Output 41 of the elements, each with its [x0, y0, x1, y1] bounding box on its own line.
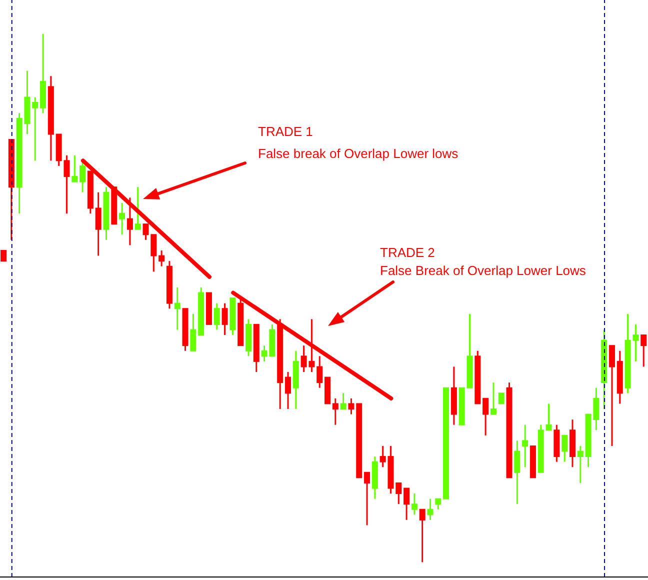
candlestick	[32, 96, 38, 162]
candlestick	[95, 192, 102, 256]
candlestick	[490, 382, 496, 416]
candlestick	[119, 202, 126, 236]
candlestick	[546, 402, 552, 431]
annotation: TRADE 2	[380, 245, 435, 260]
candlestick	[419, 508, 426, 563]
candlestick	[150, 234, 157, 272]
candlestick	[214, 302, 220, 330]
candlestick	[72, 154, 78, 183]
candlestick	[142, 223, 149, 241]
candlestick	[332, 398, 338, 426]
candlestick	[222, 302, 228, 336]
candlestick	[577, 445, 584, 484]
candlestick	[498, 392, 504, 404]
candlestick	[0, 250, 6, 262]
candlestick	[514, 440, 520, 505]
candlestick	[364, 472, 370, 526]
candlestick	[316, 355, 323, 389]
candlestick	[348, 398, 354, 416]
candlestick	[126, 196, 133, 246]
candlestick	[435, 498, 442, 510]
annotation: False break of Overlap Lower lows	[258, 146, 458, 161]
candlestick	[522, 424, 528, 468]
candlestick	[608, 344, 615, 447]
candlestick	[427, 498, 434, 521]
candlestick	[404, 487, 410, 521]
candlestick	[284, 371, 291, 410]
candlestick	[411, 492, 418, 516]
candlestick	[396, 482, 402, 505]
candlestick	[640, 334, 647, 368]
candlestick	[134, 186, 141, 230]
candlestick	[80, 160, 86, 194]
annotation: False Break of Overlap Lower Lows	[380, 263, 586, 278]
candlestick	[190, 313, 196, 352]
annotation: TRADE 1	[258, 124, 313, 139]
candlestick	[482, 398, 489, 436]
candlestick	[174, 286, 180, 330]
candlestick	[562, 434, 568, 463]
candlestick	[340, 392, 346, 410]
candlestick	[158, 250, 165, 268]
